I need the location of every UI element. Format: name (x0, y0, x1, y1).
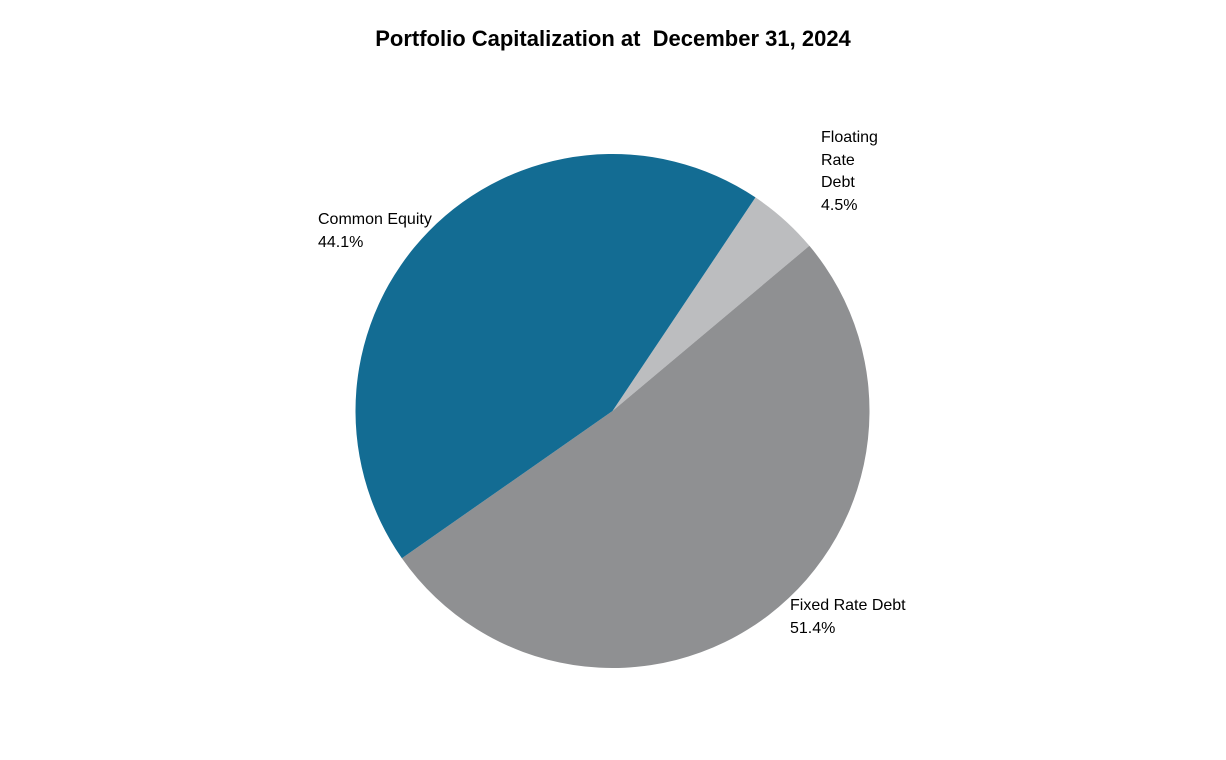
label-name: Common Equity (318, 211, 432, 228)
label-value: 51.4% (790, 619, 836, 637)
label-name: Fixed Rate Debt (790, 597, 906, 614)
slice-fixed-rate-debt (401, 245, 870, 668)
slice-floating-rate-debt (612, 197, 810, 411)
label-fixed-rate-debt: Fixed Rate Debt 51.4% (790, 595, 906, 640)
label-name: Rate (821, 151, 855, 169)
label-name: Floating (821, 129, 878, 146)
label-floating-rate-debt: Floating Rate Debt 4.5% (821, 127, 878, 217)
label-value: 44.1% (318, 233, 364, 251)
slice-common-equity (355, 154, 756, 559)
label-name: Debt (821, 174, 855, 191)
chart-title: Portfolio Capitalization at December 31,… (375, 26, 851, 51)
label-value: 4.5% (821, 196, 858, 214)
label-common-equity: Common Equity 44.1% (318, 209, 432, 254)
